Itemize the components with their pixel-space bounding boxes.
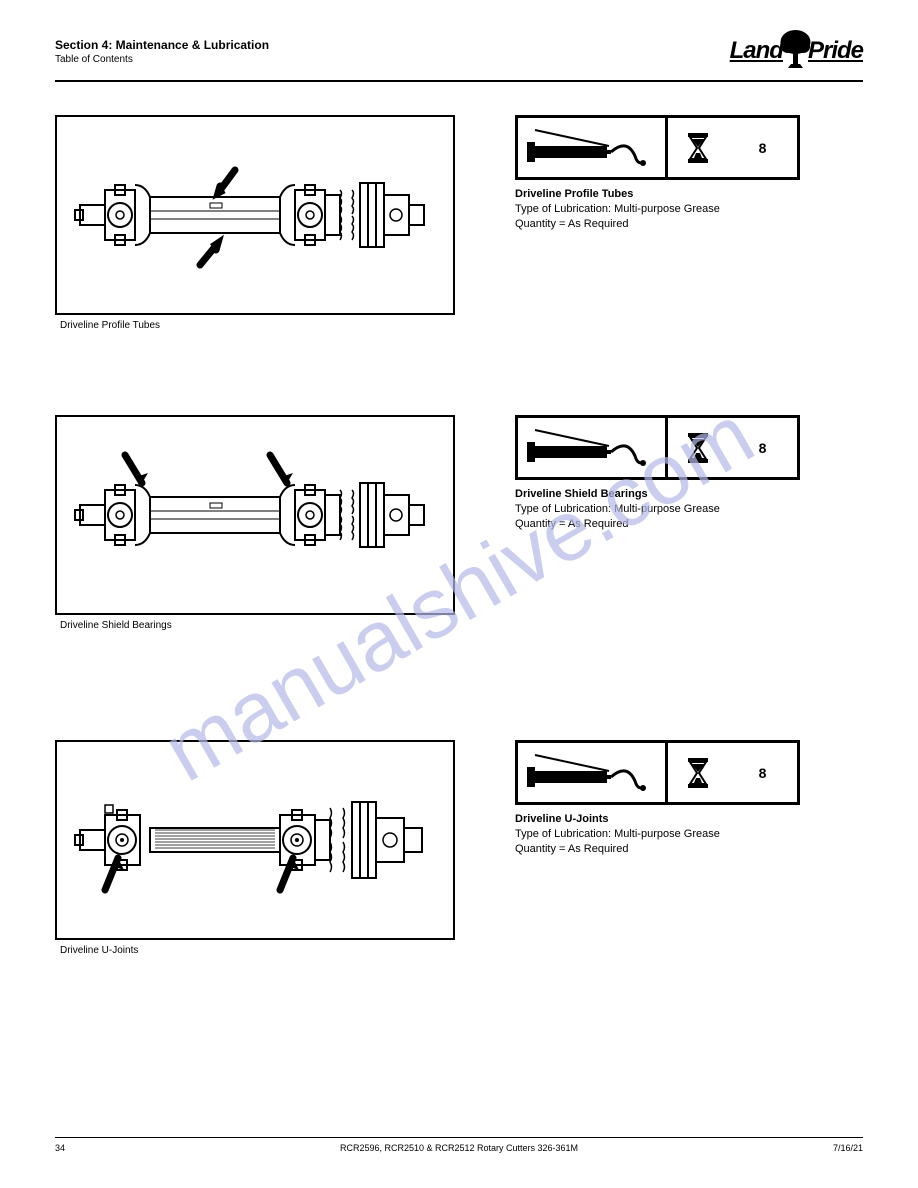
lube-title-2: Driveline Shield Bearings: [515, 488, 863, 500]
lube-qty-1: Quantity = As Required: [515, 218, 863, 230]
lube-qty-3: Quantity = As Required: [515, 843, 863, 855]
lube-box-3: 8: [515, 740, 800, 805]
tree-icon: [778, 30, 813, 70]
driveline-diagram-2: [70, 435, 440, 595]
lube-type-2: Type of Lubrication: Multi-purpose Greas…: [515, 503, 863, 515]
footer-product: RCR2596, RCR2510 & RCR2512 Rotary Cutter…: [340, 1143, 578, 1153]
lube-section-2: 8 Driveline Shield Bearings Type of Lubr…: [515, 415, 863, 631]
page-header: Section 4: Maintenance & Lubrication Tab…: [55, 30, 863, 65]
logo-text-1: Land: [730, 37, 783, 65]
figure-caption-2: Driveline Shield Bearings: [55, 620, 455, 631]
grease-gun-icon: [527, 428, 657, 468]
lube-type-1: Type of Lubrication: Multi-purpose Greas…: [515, 203, 863, 215]
hours-cell-3: 8: [728, 743, 797, 802]
figure-box-3: [55, 740, 455, 940]
grease-gun-cell-3: [518, 743, 668, 802]
lube-title-3: Driveline U-Joints: [515, 813, 863, 825]
figure-caption-1: Driveline Profile Tubes: [55, 320, 455, 331]
figure-box-1: [55, 115, 455, 315]
brand-logo: Land Pride: [730, 30, 863, 65]
hourglass-cell-3: [668, 743, 728, 802]
figure-row-1: Driveline Profile Tubes: [55, 115, 863, 331]
figure-row-2: Driveline Shield Bearings: [55, 415, 863, 631]
grease-gun-cell-2: [518, 418, 668, 477]
page-number: 34: [55, 1143, 65, 1153]
hourglass-icon: [686, 133, 710, 163]
figure-box-2: [55, 415, 455, 615]
grease-gun-icon: [527, 128, 657, 168]
driveline-diagram-3: [70, 760, 440, 920]
grease-gun-icon: [527, 753, 657, 793]
lube-qty-2: Quantity = As Required: [515, 518, 863, 530]
lube-box-2: 8: [515, 415, 800, 480]
lube-title-1: Driveline Profile Tubes: [515, 188, 863, 200]
table-label: Table of Contents: [55, 54, 269, 65]
header-rule: [55, 80, 863, 82]
lube-section-1: 8 Driveline Profile Tubes Type of Lubric…: [515, 115, 863, 331]
section-title: Section 4: Maintenance & Lubrication: [55, 38, 269, 52]
driveline-diagram-1: [70, 135, 440, 295]
lube-box-1: 8: [515, 115, 800, 180]
figure-row-3: Driveline U-Joints: [55, 740, 863, 956]
footer-date: 7/16/21: [833, 1143, 863, 1153]
hourglass-icon: [686, 758, 710, 788]
hourglass-icon: [686, 433, 710, 463]
figure-container-2: Driveline Shield Bearings: [55, 415, 455, 631]
grease-gun-cell-1: [518, 118, 668, 177]
hours-cell-2: 8: [728, 418, 797, 477]
hourglass-cell-1: [668, 118, 728, 177]
figure-caption-3: Driveline U-Joints: [55, 945, 455, 956]
hourglass-cell-2: [668, 418, 728, 477]
figure-container-3: Driveline U-Joints: [55, 740, 455, 956]
lube-type-3: Type of Lubrication: Multi-purpose Greas…: [515, 828, 863, 840]
figure-container-1: Driveline Profile Tubes: [55, 115, 455, 331]
hours-cell-1: 8: [728, 118, 797, 177]
page-footer: 34 RCR2596, RCR2510 & RCR2512 Rotary Cut…: [55, 1137, 863, 1153]
logo-text-2: Pride: [808, 37, 863, 65]
lube-section-3: 8 Driveline U-Joints Type of Lubrication…: [515, 740, 863, 956]
